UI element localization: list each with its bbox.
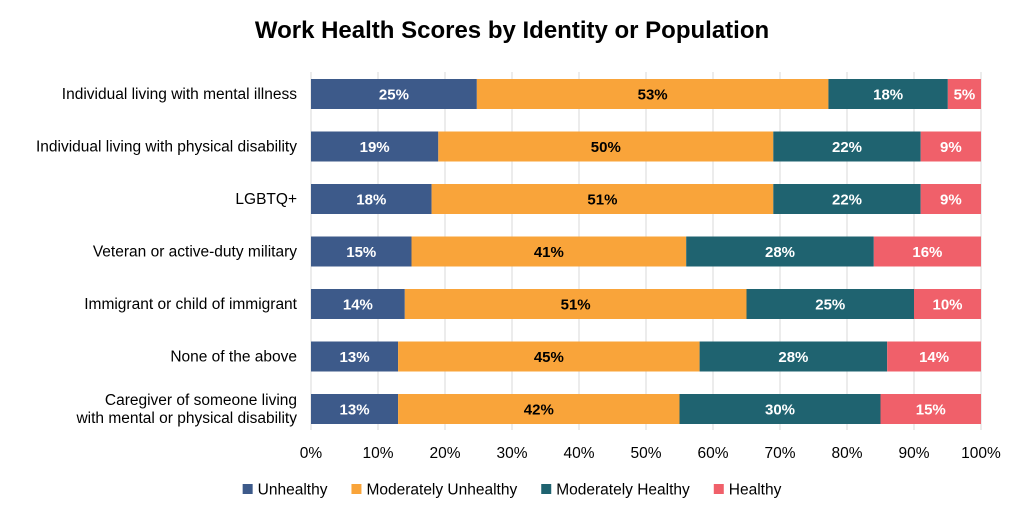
data-label: 41%	[534, 244, 564, 261]
data-label: 51%	[561, 297, 591, 314]
bar-segment	[920, 131, 981, 162]
x-tick-label: 70%	[764, 445, 795, 462]
x-tick-label: 50%	[630, 445, 661, 462]
bar-segment	[311, 236, 412, 267]
bar-segment	[773, 184, 921, 214]
data-label: 13%	[340, 402, 370, 419]
x-tick-label: 30%	[496, 445, 527, 462]
bar-segment	[431, 184, 774, 214]
data-label: 53%	[638, 87, 668, 104]
data-label: 50%	[591, 139, 621, 156]
category-label: Immigrant or child of immigrant	[84, 296, 297, 313]
bar-segment	[828, 79, 948, 109]
bar-segment	[887, 341, 981, 372]
x-tick-label: 10%	[362, 445, 393, 462]
category-label: Caregiver of someone living with mental o…	[75, 392, 297, 427]
data-label: 25%	[379, 87, 409, 104]
bar-segment	[311, 394, 399, 424]
data-label: 42%	[524, 402, 554, 419]
data-label: 18%	[356, 192, 386, 209]
data-label: 5%	[954, 87, 976, 104]
category-label: Individual living with physical disabili…	[36, 139, 297, 156]
x-tick-label: 90%	[898, 445, 929, 462]
legend-label: Moderately Unhealthy	[366, 482, 517, 499]
data-label: 13%	[340, 349, 370, 366]
bar-segment	[699, 341, 888, 372]
bar-segment	[398, 341, 700, 372]
chart-title: Work Health Scores by Identity or Popula…	[255, 17, 769, 44]
bar-segment	[679, 394, 881, 424]
legend-swatch	[351, 484, 362, 494]
x-tick-label: 40%	[563, 445, 594, 462]
data-label: 9%	[940, 192, 962, 209]
bar-segment	[880, 394, 981, 424]
bar-segment	[773, 131, 921, 162]
legend-swatch	[541, 484, 552, 494]
bar-segment	[920, 184, 981, 214]
data-label: 14%	[343, 297, 373, 314]
category-label: LGBTQ+	[235, 191, 297, 208]
legend-label: Moderately Healthy	[556, 482, 690, 499]
category-labels: Individual living with mental illness Ind…	[36, 86, 298, 427]
bars: 25% 53% 18% 5% 19% 50% 22% 9% 18% 51% 22% 9% 15% 41% 2…	[311, 79, 981, 424]
bar-segment	[311, 131, 439, 162]
legend-label: Healthy	[729, 482, 782, 499]
data-label: 18%	[873, 87, 903, 104]
bar-segment	[947, 79, 981, 109]
bar-segment	[686, 236, 874, 267]
bar-segment	[411, 236, 687, 267]
data-label: 28%	[765, 244, 795, 261]
x-tick-label: 20%	[429, 445, 460, 462]
x-tick-label: 80%	[831, 445, 862, 462]
category-label: Individual living with mental illness	[62, 86, 297, 103]
bar-segment	[398, 394, 680, 424]
data-label: 9%	[940, 139, 962, 156]
data-label: 30%	[765, 402, 795, 419]
bar-segment	[311, 184, 432, 214]
legend-swatch	[713, 484, 724, 494]
bar-segment	[746, 289, 914, 319]
bar-segment	[311, 289, 405, 319]
data-label: 25%	[815, 297, 845, 314]
data-label: 45%	[534, 349, 564, 366]
data-label: 14%	[919, 349, 949, 366]
x-tick-label: 60%	[697, 445, 728, 462]
legend: Unhealthy Moderately Unhealthy Moderately …	[242, 482, 782, 499]
data-label: 22%	[832, 192, 862, 209]
x-tick-label: 100%	[961, 445, 1001, 462]
bar-segment	[914, 289, 981, 319]
data-label: 10%	[932, 297, 962, 314]
category-label: None of the above	[170, 349, 297, 366]
bar-segment	[476, 79, 829, 109]
bar-segment	[311, 79, 477, 109]
data-label: 19%	[360, 139, 390, 156]
legend-swatch	[242, 484, 253, 494]
bar-segment	[438, 131, 774, 162]
x-axis-ticks: 0% 10% 20% 30% 40% 50% 60% 70% 80% 90% 100%	[300, 445, 1001, 462]
data-label: 51%	[587, 192, 617, 209]
category-label: Veteran or active-duty military	[93, 244, 297, 261]
bar-segment	[873, 236, 981, 267]
bar-segment	[311, 341, 399, 372]
x-tick-label: 0%	[300, 445, 323, 462]
data-label: 22%	[832, 139, 862, 156]
data-label: 15%	[916, 402, 946, 419]
bar-segment	[404, 289, 747, 319]
data-label: 15%	[346, 244, 376, 261]
data-label: 28%	[778, 349, 808, 366]
legend-label: Unhealthy	[258, 482, 328, 499]
data-label: 16%	[912, 244, 942, 261]
